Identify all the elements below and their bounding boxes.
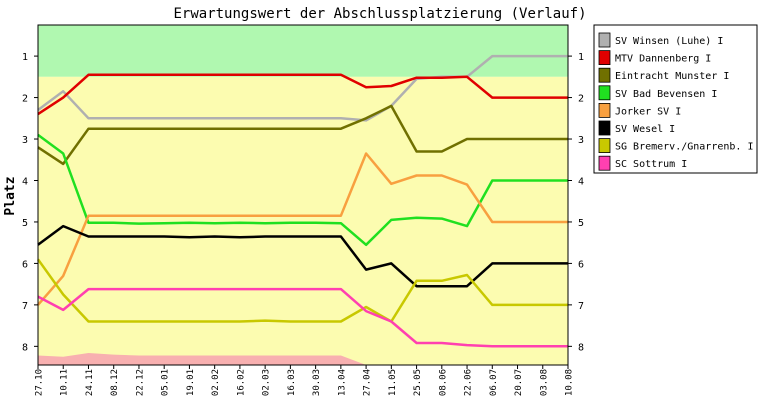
x-tick-label: 30.03 bbox=[312, 369, 322, 396]
series-line-5 bbox=[37, 152, 568, 306]
x-tick-label: 25.05 bbox=[413, 369, 423, 396]
x-tick-label: 27.04 bbox=[363, 369, 373, 396]
legend-swatch-6 bbox=[598, 120, 611, 136]
y-tick-label-right: 8 bbox=[578, 342, 584, 353]
legend-swatch-5 bbox=[598, 103, 611, 118]
x-tick-label: 03.08 bbox=[539, 369, 549, 396]
y-tick-label-right: 6 bbox=[578, 259, 584, 270]
x-tick-label: 10.08 bbox=[565, 369, 575, 396]
plot-frame bbox=[37, 24, 569, 366]
legend-label-5: Jorker SV I bbox=[615, 106, 681, 117]
legend-label-7: SG Bremerv./Gnarrenb. I bbox=[615, 142, 753, 153]
x-tick-label: 10.11 bbox=[60, 369, 70, 396]
y-axis-label: Platz bbox=[3, 176, 18, 215]
x-tick-label: 27.10 bbox=[35, 369, 45, 396]
x-tick-label: 20.07 bbox=[514, 369, 524, 396]
legend-label-1: SV Winsen (Luhe) I bbox=[615, 36, 723, 47]
x-tick-label: 16.03 bbox=[287, 369, 297, 396]
background-band-0 bbox=[38, 25, 568, 77]
x-tick-label: 16.02 bbox=[236, 369, 246, 396]
y-tick-label-left: 4 bbox=[22, 176, 28, 187]
y-tick-label-left: 7 bbox=[22, 301, 28, 312]
x-tick-label: 05.01 bbox=[161, 369, 171, 396]
legend-box bbox=[593, 24, 758, 174]
y-tick-label-right: 7 bbox=[578, 301, 584, 312]
legend-label-6: SV Wesel I bbox=[615, 124, 675, 135]
y-tick-label-right: 4 bbox=[578, 176, 584, 187]
x-tick-label: 22.12 bbox=[136, 369, 146, 396]
y-tick-label-left: 3 bbox=[22, 135, 28, 146]
x-tick-label: 24.11 bbox=[85, 369, 95, 396]
y-tick-label-right: 3 bbox=[578, 135, 584, 146]
x-tick-label: 08.06 bbox=[438, 369, 448, 396]
x-tick-label: 02.02 bbox=[211, 369, 221, 396]
legend-swatch-1 bbox=[598, 32, 611, 48]
x-tick-label: 13.04 bbox=[337, 369, 347, 396]
x-tick-label: 19.01 bbox=[186, 369, 196, 396]
y-tick-label-left: 5 bbox=[22, 218, 28, 229]
legend-swatch-4 bbox=[598, 85, 611, 101]
series-line-7 bbox=[36, 258, 568, 323]
y-tick-label-right: 2 bbox=[578, 94, 584, 105]
y-tick-label-right: 1 bbox=[578, 52, 584, 63]
relegation-area bbox=[38, 353, 568, 365]
x-tick-label: 06.07 bbox=[489, 369, 499, 396]
legend-label-2: MTV Dannenberg I bbox=[615, 54, 711, 65]
legend-swatch-7 bbox=[598, 138, 611, 154]
y-tick-label-left: 6 bbox=[22, 259, 28, 270]
x-tick-label: 02.03 bbox=[262, 369, 272, 396]
y-tick-label-right: 5 bbox=[578, 218, 584, 229]
series-line-8 bbox=[37, 287, 568, 348]
x-tick-label: 08.12 bbox=[110, 369, 120, 396]
y-tick-label-left: 2 bbox=[22, 94, 28, 105]
legend-label-8: SC Sottrum I bbox=[615, 159, 687, 170]
x-tick-label: 22.06 bbox=[464, 369, 474, 396]
series-line-1 bbox=[37, 54, 568, 122]
legend-swatch-3 bbox=[598, 67, 611, 83]
legend-label-4: SV Bad Bevensen I bbox=[615, 89, 717, 100]
legend-swatch-8 bbox=[598, 155, 611, 171]
background-band-1 bbox=[38, 76, 568, 365]
series-line-6 bbox=[37, 224, 568, 288]
series-line-2 bbox=[37, 73, 568, 116]
y-tick-label-left: 8 bbox=[22, 342, 28, 353]
legend-swatch-2 bbox=[598, 50, 611, 65]
x-tick-label: 11.05 bbox=[388, 369, 398, 396]
chart-title: Erwartungswert der Abschlussplatzierung … bbox=[173, 6, 586, 22]
legend-label-3: Eintracht Munster I bbox=[615, 71, 729, 82]
y-tick-label-left: 1 bbox=[22, 52, 28, 63]
series-line-3 bbox=[37, 104, 568, 166]
